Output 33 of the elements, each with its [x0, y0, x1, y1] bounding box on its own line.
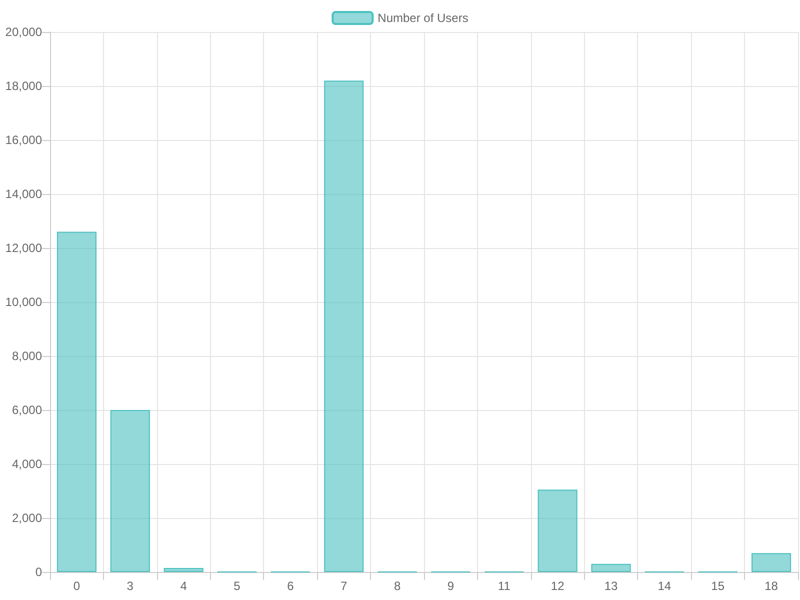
bar [110, 410, 150, 572]
x-tick-label: 15 [711, 579, 725, 593]
bar [752, 553, 792, 572]
x-tick-label: 12 [550, 579, 565, 593]
x-tick-label: 6 [287, 579, 294, 593]
x-tick-label: 8 [394, 579, 401, 593]
x-tick-label: 4 [180, 579, 188, 593]
y-tick-label: 0 [35, 565, 42, 579]
bar [164, 568, 204, 572]
y-tick-label: 8,000 [12, 349, 42, 363]
x-tick-label: 18 [764, 579, 778, 593]
y-tick-label: 12,000 [5, 241, 42, 255]
x-tick-label: 9 [447, 579, 454, 593]
bar [538, 490, 578, 572]
y-tick-label: 2,000 [12, 511, 42, 525]
x-tick-label: 7 [340, 579, 348, 593]
y-tick-label: 20,000 [5, 25, 42, 39]
bar [324, 80, 364, 572]
x-tick-label: 5 [234, 579, 241, 593]
y-tick-label: 10,000 [5, 295, 42, 309]
legend-label: Number of Users [378, 11, 468, 25]
y-tick-label: 4,000 [12, 457, 42, 471]
bar [56, 232, 96, 572]
x-tick-label: 3 [126, 579, 134, 593]
y-tick-label: 6,000 [12, 403, 42, 417]
x-tick-label: 0 [73, 579, 80, 593]
x-tick-label: 13 [604, 579, 618, 593]
y-tick-label: 16,000 [5, 133, 42, 147]
y-tick-label: 18,000 [5, 79, 42, 93]
x-tick-label: 11 [498, 579, 511, 593]
bar [591, 564, 631, 572]
y-tick-label: 14,000 [5, 187, 42, 201]
x-tick-label: 14 [658, 579, 672, 593]
